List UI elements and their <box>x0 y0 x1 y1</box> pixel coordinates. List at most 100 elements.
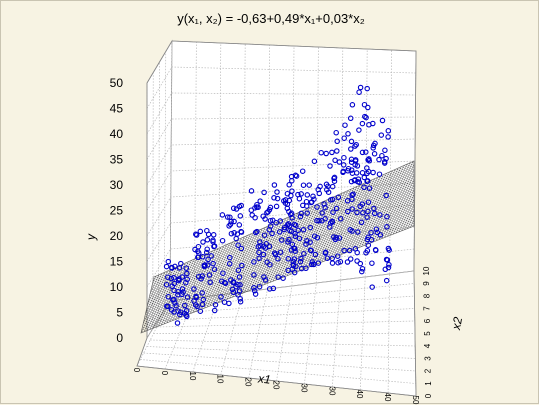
data-point <box>228 230 235 237</box>
data-point <box>211 243 217 250</box>
data-point <box>282 197 289 203</box>
data-point <box>171 296 177 303</box>
data-point <box>296 195 303 202</box>
data-point <box>347 256 354 262</box>
data-point <box>169 283 175 289</box>
data-point <box>285 267 291 274</box>
data-point <box>353 141 359 148</box>
data-point <box>220 270 226 276</box>
data-point <box>366 122 372 128</box>
x1-tick-label: 10 <box>188 372 197 381</box>
data-point <box>359 120 366 127</box>
data-point <box>230 289 237 296</box>
data-point <box>238 245 245 252</box>
data-point <box>211 266 218 273</box>
data-point <box>262 216 268 222</box>
data-point <box>336 159 343 165</box>
data-point <box>267 261 273 268</box>
data-point <box>356 89 362 95</box>
data-point <box>358 219 365 226</box>
data-point <box>336 235 343 241</box>
x2-axis-label: x2 <box>449 316 465 332</box>
data-point <box>331 175 337 182</box>
data-point <box>365 208 371 215</box>
data-point <box>363 149 369 155</box>
data-point <box>290 258 296 265</box>
data-point <box>359 149 366 156</box>
data-point <box>304 210 310 216</box>
data-point <box>221 299 228 305</box>
data-point <box>331 178 338 184</box>
data-point <box>377 212 383 218</box>
data-point <box>334 253 341 259</box>
data-point <box>348 146 354 152</box>
data-point <box>329 255 335 262</box>
data-point <box>210 238 216 245</box>
data-point <box>369 260 375 266</box>
x2-tick-label: 3 <box>423 356 432 361</box>
data-point <box>261 189 267 196</box>
data-point <box>311 158 318 165</box>
data-point <box>184 294 191 300</box>
data-point <box>365 104 371 111</box>
y-tick-label: 50 <box>110 76 124 90</box>
data-point <box>360 210 366 216</box>
data-point <box>285 221 292 227</box>
y-tick-label: 45 <box>110 102 124 116</box>
data-point <box>354 258 360 264</box>
data-point <box>256 255 262 262</box>
data-point <box>256 249 262 256</box>
data-point <box>271 195 277 201</box>
data-point <box>292 172 299 179</box>
data-point <box>349 206 355 212</box>
data-point <box>261 274 267 280</box>
data-point <box>370 169 376 176</box>
data-point <box>265 209 271 215</box>
data-point <box>176 276 182 283</box>
data-point <box>317 183 323 190</box>
data-point <box>267 223 274 229</box>
data-point <box>366 185 373 191</box>
x2-tick-label: 7 <box>423 306 432 311</box>
data-point <box>165 258 172 265</box>
data-point <box>359 201 366 207</box>
data-point <box>199 290 205 296</box>
data-point <box>359 268 365 275</box>
data-point <box>210 260 216 267</box>
data-point <box>364 85 370 92</box>
data-point <box>373 247 379 254</box>
data-point <box>251 259 257 265</box>
data-point <box>192 302 199 308</box>
data-point <box>280 275 286 281</box>
data-point <box>352 143 358 149</box>
data-point <box>357 84 364 91</box>
x1-tick-label: 0 <box>132 368 141 373</box>
data-point <box>298 191 304 197</box>
data-point <box>289 188 295 194</box>
data-point <box>219 212 226 218</box>
data-point <box>199 254 206 260</box>
data-point <box>237 213 244 219</box>
data-point <box>286 182 292 188</box>
data-point <box>219 278 225 284</box>
data-point <box>238 229 245 235</box>
data-point <box>321 201 327 207</box>
data-point <box>228 277 234 283</box>
data-point <box>260 251 267 258</box>
y-tick-label: 30 <box>110 178 124 192</box>
data-point <box>218 294 224 300</box>
data-point <box>239 262 245 269</box>
data-point <box>197 308 204 314</box>
data-point <box>361 184 367 191</box>
data-point <box>208 253 214 259</box>
x1-tick-label: 20 <box>272 381 281 390</box>
data-point <box>345 208 351 215</box>
data-point <box>352 177 358 183</box>
data-point <box>292 233 299 240</box>
data-point <box>252 214 258 221</box>
data-point <box>267 217 274 224</box>
data-point <box>342 122 348 128</box>
data-point <box>235 281 241 288</box>
data-point <box>371 151 378 157</box>
